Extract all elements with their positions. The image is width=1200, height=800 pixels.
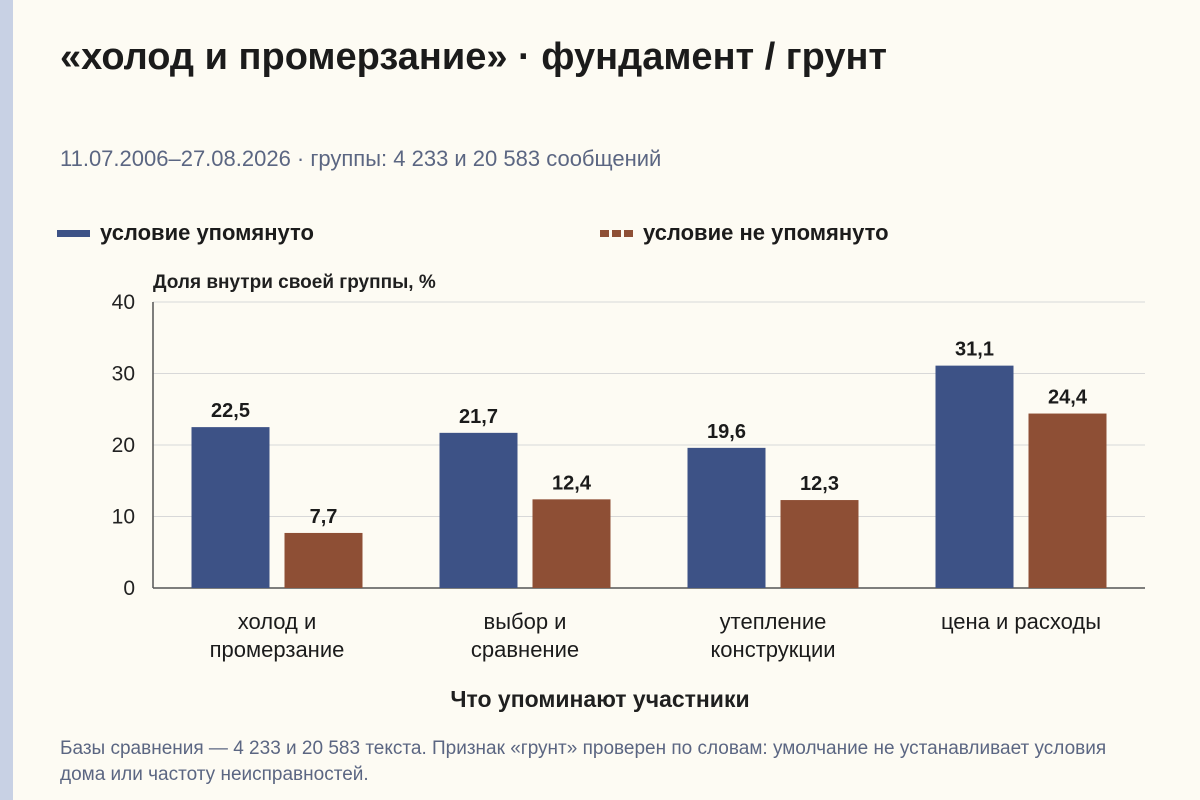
bar-mentioned bbox=[687, 447, 766, 588]
legend-swatch-not-mentioned bbox=[600, 229, 633, 237]
x-tick-label: цена и расходы bbox=[941, 609, 1101, 634]
y-tick-label: 40 bbox=[112, 291, 135, 314]
page-title: «холод и промерзание» · фундамент / грун… bbox=[60, 36, 888, 78]
x-tick-label: холод и промерзание bbox=[210, 609, 345, 662]
x-tick-label: утепление конструкции bbox=[710, 609, 835, 662]
bar-not-mentioned bbox=[532, 499, 611, 588]
legend-item-mentioned: условие упомянуто bbox=[57, 220, 314, 246]
legend-label-not-mentioned: условие не упомянуто bbox=[643, 220, 889, 245]
y-tick-label: 10 bbox=[112, 506, 135, 529]
bar-mentioned bbox=[439, 432, 518, 588]
legend-swatch-mentioned bbox=[57, 229, 90, 237]
bar-value-label: 21,7 bbox=[459, 406, 498, 428]
y-tick-label: 0 bbox=[123, 577, 135, 600]
x-tick-label: выбор и сравнение bbox=[471, 609, 579, 662]
bar-not-mentioned bbox=[780, 500, 859, 588]
sidebar-accent bbox=[0, 0, 13, 800]
y-axis-title: Доля внутри своей группы, % bbox=[153, 272, 436, 293]
legend-item-not-mentioned: условие не упомянуто bbox=[600, 220, 889, 246]
bar-mentioned bbox=[191, 427, 270, 588]
bar-not-mentioned bbox=[1028, 413, 1107, 588]
y-tick-label: 20 bbox=[112, 434, 135, 457]
bar-value-label: 19,6 bbox=[707, 421, 746, 443]
bar-value-label: 22,5 bbox=[211, 400, 250, 422]
bar-value-label: 12,3 bbox=[800, 473, 839, 495]
bar-mentioned bbox=[935, 365, 1014, 588]
bar-value-label: 24,4 bbox=[1048, 387, 1088, 409]
bar-not-mentioned bbox=[284, 532, 363, 588]
bar-value-label: 7,7 bbox=[310, 506, 338, 528]
x-axis-title: Что упоминают участники bbox=[450, 686, 750, 712]
bar-value-label: 12,4 bbox=[552, 472, 592, 494]
legend-label-mentioned: условие упомянуто bbox=[100, 220, 314, 245]
page-subtitle: 11.07.2006–27.08.2026 · группы: 4 233 и … bbox=[60, 146, 662, 171]
bar-value-label: 31,1 bbox=[955, 339, 994, 361]
footnote: Базы сравнения — 4 233 и 20 583 текста. … bbox=[60, 738, 1107, 785]
y-tick-label: 30 bbox=[112, 363, 135, 386]
